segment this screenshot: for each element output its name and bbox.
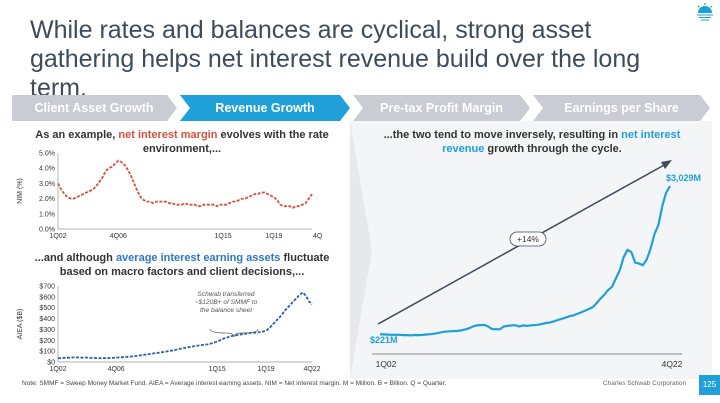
nim-y-axis-label: NIM (%) xyxy=(17,178,24,204)
aiea-ytick-label: $100 xyxy=(39,349,55,356)
aiea-ytick-label: $600 xyxy=(39,294,55,301)
tab-client-asset-growth[interactable]: Client Asset Growth xyxy=(34,101,154,115)
nim-highlight: net interest margin xyxy=(118,129,218,141)
trend-arrow-head-icon xyxy=(661,160,672,169)
aiea-y-axis-label: AIEA ($B) xyxy=(17,309,24,340)
nim-xtick-label: 1Q15 xyxy=(215,233,232,240)
nir-series-line xyxy=(379,185,671,337)
aiea-series-line xyxy=(57,291,313,360)
nim-xtick-label: 4Q06 xyxy=(110,233,127,240)
nim-ytick-label: 1.0% xyxy=(39,211,55,218)
aiea-xtick-label: 1Q19 xyxy=(258,366,275,373)
sun-logo-icon xyxy=(697,3,713,21)
section-nav: Client Asset Growth Revenue Growth Pre-t… xyxy=(0,95,720,121)
source-label: Charles Schwab Corporation xyxy=(603,380,687,387)
aiea-xtick-label: 4Q06 xyxy=(108,366,125,373)
growth-badge-label: +14% xyxy=(517,234,539,244)
tab-earnings-per-share[interactable]: Earnings per Share xyxy=(564,101,679,115)
aiea-caption: ...and although average interest earning… xyxy=(34,252,330,278)
growth-badge xyxy=(509,231,547,247)
tab-pretax-profit-margin[interactable]: Pre-tax Profit Margin xyxy=(380,101,503,115)
nir-chart: 1Q02 4Q22 +14% $221M $3,029M xyxy=(370,160,701,369)
page-number: 125 xyxy=(699,375,720,395)
nir-caption: ...the two tend to move inversely, resul… xyxy=(383,129,681,155)
nim-caption: As an example, net interest margin evolv… xyxy=(35,129,329,155)
nim-xtick-label: 1Q02 xyxy=(49,233,66,240)
aiea-highlight: average interest earning assets xyxy=(115,252,281,264)
nir-end-value-label: $3,029M xyxy=(666,173,701,183)
aiea-ytick-label: $300 xyxy=(39,327,55,334)
nim-ytick-label: 2.0% xyxy=(39,196,55,203)
aiea-ytick-label: $400 xyxy=(39,316,55,323)
nir-start-value-label: $221M xyxy=(370,335,398,345)
page-title: While rates and balances are cyclical, s… xyxy=(30,16,641,102)
nir-highlight: net interest revenue xyxy=(442,129,681,155)
aiea-ytick-label: $0 xyxy=(47,360,55,367)
nir-xtick-label: 4Q22 xyxy=(662,359,683,369)
nim-ytick-label: 4.0% xyxy=(39,166,55,173)
aiea-xtick-label: 1Q15 xyxy=(209,366,226,373)
aiea-ytick-label: $200 xyxy=(39,338,55,345)
nim-ytick-label: 5.0% xyxy=(39,151,55,158)
footnote: Note: SMMF = Sweep Money Market Fund. AI… xyxy=(22,380,447,387)
smmf-transfer-note: Schwab transferred ~$120B+ of SMMF to th… xyxy=(194,291,258,314)
nim-ytick-label: 0.0% xyxy=(39,227,55,234)
nim-xtick-label: 4Q22 xyxy=(313,233,322,240)
nim-series-line xyxy=(57,159,313,209)
nim-ytick-label: 3.0% xyxy=(39,181,55,188)
tab-revenue-growth[interactable]: Revenue Growth xyxy=(215,101,315,115)
aiea-ytick-label: $500 xyxy=(39,305,55,312)
aiea-chart: $0 $100 $200 $300 $400 $500 $600 $700 1Q02 4Q06 1Q… xyxy=(17,284,321,374)
nim-xtick-label: 1Q19 xyxy=(265,233,282,240)
panel-divider-arrow xyxy=(350,121,372,379)
aiea-xtick-label: 4Q22 xyxy=(303,366,320,373)
left-panel xyxy=(12,121,350,379)
nim-chart: 0.0% 1.0% 2.0% 3.0% 4.0% 5.0% 1Q02 4Q06 1Q15 1Q19… xyxy=(17,151,322,241)
nir-xtick-label: 1Q02 xyxy=(376,359,397,369)
aiea-xtick-label: 1Q02 xyxy=(49,366,66,373)
smmf-transfer-bracket xyxy=(209,328,259,338)
aiea-ytick-label: $700 xyxy=(39,284,55,291)
